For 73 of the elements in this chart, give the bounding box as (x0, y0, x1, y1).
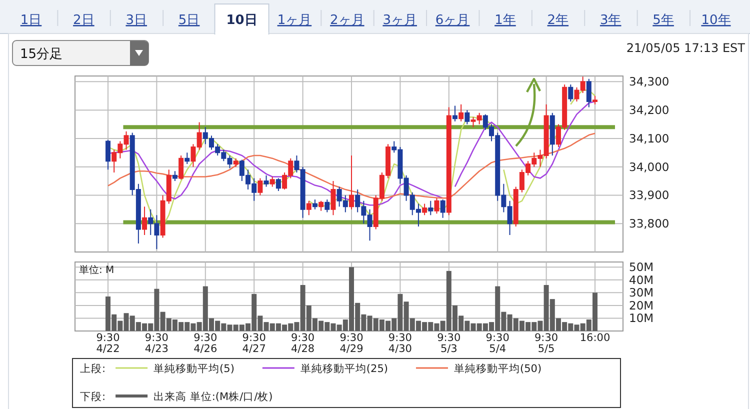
y-tick-label: 34,000 (629, 160, 670, 174)
text: 3年 (600, 13, 622, 28)
candlestick (178, 154, 184, 180)
candlestick (172, 170, 178, 182)
candlestick (258, 178, 263, 196)
text: 3ヶ月 (382, 13, 417, 28)
candlestick (440, 198, 446, 218)
x-tick-label: 9:30 5/3 (436, 332, 462, 355)
text: 10年 (701, 13, 731, 28)
text: 2ヶ月 (330, 13, 364, 28)
candlestick (330, 180, 336, 216)
y-tick-label: 34,100 (629, 131, 670, 146)
y-tick-label: 40M (629, 272, 654, 287)
text: 1年 (494, 13, 516, 28)
candlestick (349, 154, 354, 210)
candlestick (550, 112, 555, 156)
y-tick-label: 34,300 (629, 74, 670, 89)
text: 2日 (73, 13, 94, 28)
x-tick-label: 9:30 5/4 (484, 332, 510, 355)
text: 21/05/05 17:13 EST (626, 41, 746, 55)
line-series (107, 132, 596, 200)
text: 1ヶ月 (277, 13, 312, 28)
x-tick-label: 9:30 4/29 (338, 332, 364, 355)
x-tick-label: 16:00 (578, 332, 612, 344)
text: 5日 (178, 13, 200, 28)
y-tick-label: 30M (629, 286, 654, 300)
candlestick (184, 152, 190, 164)
text: 1日 (20, 13, 42, 28)
candlestick (318, 200, 324, 212)
candlestick (592, 95, 598, 105)
x-tick-label: 9:30 4/26 (192, 332, 218, 355)
y-tick-label: 10M (629, 311, 654, 326)
text: 6ヶ月 (435, 13, 470, 28)
y-tick-label: 34,200 (629, 103, 670, 118)
x-tick-label: 9:30 4/30 (387, 332, 413, 355)
candlestick (306, 200, 312, 216)
y-tick-label: 33,900 (629, 188, 670, 202)
candlestick (264, 174, 269, 188)
y-tick-label: 33,800 (629, 216, 670, 231)
legend-label: 単純移動平均(25) (300, 363, 388, 375)
x-tick-label: 9:30 5/5 (534, 332, 560, 355)
legend-title: 下段: (80, 391, 106, 403)
x-tick-label: 9:30 4/28 (290, 332, 316, 355)
candlestick (464, 110, 470, 125)
legend-label: 単純移動平均(5) (154, 363, 234, 375)
text: 3日 (126, 13, 148, 28)
candlestick (324, 198, 330, 213)
y-tick-label: 50M (629, 260, 654, 274)
candlestick (106, 139, 110, 170)
candlestick (586, 78, 592, 108)
x-tick-label: 9:30 4/22 (95, 332, 121, 355)
candlestick (458, 104, 464, 122)
candlestick (276, 178, 281, 192)
candlestick (422, 203, 428, 216)
candlestick (568, 84, 574, 102)
annotation: 単位: M (79, 264, 114, 276)
candlestick (142, 206, 148, 236)
text: 2年 (547, 13, 569, 28)
candlestick (233, 158, 238, 168)
text: 5年 (652, 13, 674, 28)
candlestick (270, 176, 275, 188)
legend-label: 単純移動平均(50) (454, 363, 542, 375)
x-tick-label: 9:30 4/27 (241, 332, 267, 355)
candlestick (452, 105, 458, 122)
x-tick-label: 9:30 4/23 (144, 332, 170, 355)
text: 15分足 (20, 47, 63, 62)
text: 10日 (226, 13, 258, 28)
candlestick (312, 198, 318, 210)
legend-label: 出来高 単位:(M株/口/枚) (154, 390, 273, 403)
legend-title: 上段: (80, 362, 106, 375)
candlestick (434, 198, 440, 214)
candlestick (428, 200, 434, 216)
y-tick-label: 20M (629, 298, 654, 312)
